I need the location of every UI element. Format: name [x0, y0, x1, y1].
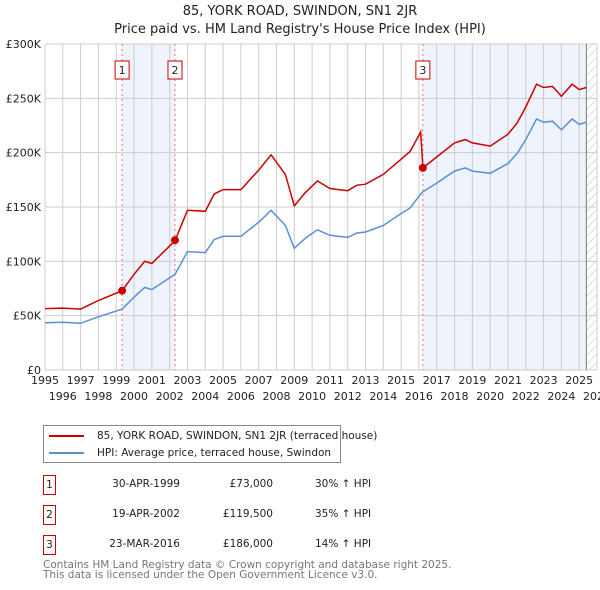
x-tick-label: 2005: [209, 374, 237, 387]
x-tick-label: 2026: [583, 390, 600, 403]
y-tick-label: £50K: [13, 310, 42, 323]
y-tick-label: £150K: [6, 201, 42, 214]
sale-hpi-diff: 30% ↑ HPI: [315, 478, 372, 490]
sale-number: 1: [43, 475, 56, 495]
x-tick-label: 2015: [387, 374, 415, 387]
x-tick-label: 2006: [227, 390, 255, 403]
x-tick-label: 2002: [156, 390, 184, 403]
sale-label: 3: [419, 64, 426, 77]
legend-swatch-blue: [49, 452, 84, 454]
series-line: [44, 83, 587, 310]
x-tick-label: 2008: [262, 390, 290, 403]
x-tick-label: 2004: [191, 390, 219, 403]
x-tick-label: 2000: [120, 390, 148, 403]
x-tick-label: 2018: [441, 390, 469, 403]
sale-hpi-diff: 35% ↑ HPI: [315, 508, 372, 520]
sale-label-box: [415, 60, 431, 80]
y-tick-label: £100K: [6, 255, 42, 268]
x-tick-label: 2023: [530, 374, 558, 387]
x-tick-label: 2017: [423, 374, 451, 387]
sale-date: 19-APR-2002: [112, 508, 180, 520]
sale-number: 3: [43, 535, 56, 555]
sale-row: 2 19-APR-2002 £119,500 35% ↑ HPI: [43, 505, 443, 525]
price-chart: 1995 1996 1997 1998 1999 2000 2001 2002 2003 2004…: [6, 38, 600, 403]
footer-line-2: This data is licensed under the Open Gov…: [43, 569, 378, 581]
sale-point: [418, 163, 427, 172]
x-tick-label: 1999: [102, 374, 130, 387]
x-tick-label: 2003: [173, 374, 201, 387]
legend-swatch-red: [49, 435, 84, 437]
y-tick-label: £250K: [6, 92, 42, 105]
sale-row: 1 30-APR-1999 £73,000 30% ↑ HPI: [43, 475, 443, 495]
title-line-2: Price paid vs. HM Land Registry's House …: [114, 22, 486, 37]
x-tick-label: 2010: [298, 390, 326, 403]
x-tick-label: 2012: [334, 390, 362, 403]
x-tick-label: 1998: [84, 390, 112, 403]
y-tick-label: £0: [27, 364, 41, 377]
sale-date: 30-APR-1999: [112, 478, 180, 490]
sale-label-box: [167, 60, 183, 80]
legend-label: HPI: Average price, terraced house, Swin…: [97, 447, 332, 459]
chart-title: 85, YORK ROAD, SWINDON, SN1 2JR Price pa…: [0, 3, 600, 39]
y-tick-label: £300K: [6, 38, 42, 51]
sale-number: 2: [43, 505, 56, 525]
legend: 85, YORK ROAD, SWINDON, SN1 2JR (terrace…: [43, 425, 377, 463]
sale-label: 1: [119, 64, 126, 77]
legend-label: 85, YORK ROAD, SWINDON, SN1 2JR (terrace…: [97, 430, 378, 442]
x-tick-label: 2014: [369, 390, 397, 403]
title-line-1: 85, YORK ROAD, SWINDON, SN1 2JR: [182, 4, 418, 19]
x-tick-label: 2011: [316, 374, 344, 387]
series-line: [44, 118, 587, 325]
x-tick-label: 2021: [494, 374, 522, 387]
x-tick-label: 2007: [245, 374, 273, 387]
sale-point: [170, 236, 179, 245]
y-tick-label: £200K: [6, 147, 42, 160]
x-tick-label: 1995: [31, 374, 59, 387]
x-tick-label: 2022: [512, 390, 540, 403]
x-tick-label: 2019: [458, 374, 486, 387]
sale-price: £119,500: [222, 508, 273, 520]
sale-row: 3 23-MAR-2016 £186,000 14% ↑ HPI: [43, 535, 443, 555]
x-tick-label: 2016: [405, 390, 433, 403]
x-tick-label: 2025: [565, 374, 593, 387]
footer-line-1: Contains HM Land Registry data © Crown c…: [43, 559, 452, 571]
sale-price: £73,000: [229, 478, 273, 490]
x-tick-label: 1997: [67, 374, 95, 387]
sale-label-box: [114, 60, 130, 80]
sale-date: 23-MAR-2016: [109, 538, 180, 550]
x-tick-label: 2020: [476, 390, 504, 403]
x-tick-label: 2009: [280, 374, 308, 387]
sale-price: £186,000: [222, 538, 273, 550]
sale-point: [118, 286, 127, 295]
x-tick-label: 2001: [138, 374, 166, 387]
x-tick-label: 2024: [547, 390, 575, 403]
x-tick-label: 2013: [352, 374, 380, 387]
x-tick-label: 1996: [49, 390, 77, 403]
sale-label: 2: [171, 64, 178, 77]
sale-hpi-diff: 14% ↑ HPI: [315, 538, 372, 550]
footer: Contains HM Land Registry data © Crown c…: [43, 559, 452, 581]
